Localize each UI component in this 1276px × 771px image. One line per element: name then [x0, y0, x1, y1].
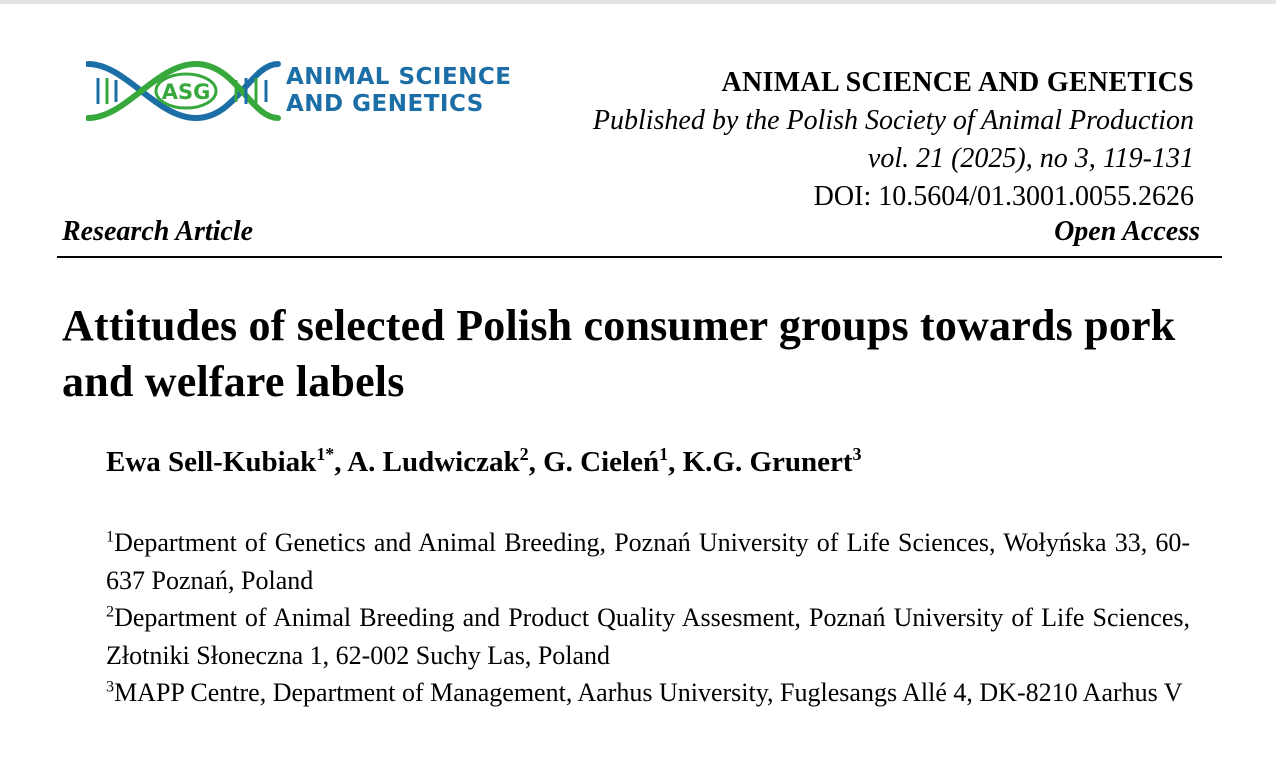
open-access-label: Open Access [1054, 216, 1200, 247]
article-type: Research Article [62, 216, 254, 247]
author-affiliation-mark: 1 [659, 444, 669, 465]
dna-helix-logo-icon: ASG [86, 60, 281, 122]
doi-line: DOI: 10.5604/01.3001.0055.2626 [813, 181, 1194, 212]
author-2: A. Ludwiczak2, [347, 444, 544, 478]
author-name: A. Ludwiczak [347, 446, 520, 478]
affiliation-text: Department of Animal Breeding and Produc… [106, 603, 1190, 670]
author-1: Ewa Sell-Kubiak1*, [106, 444, 348, 478]
header-divider [57, 256, 1222, 258]
volume-line: vol. 21 (2025), no 3, 119-131 [867, 143, 1194, 174]
author-name: G. Cieleń [543, 446, 660, 478]
affiliation-list: 1Department of Genetics and Animal Breed… [106, 524, 1190, 712]
author-affiliation-mark: 2 [519, 444, 529, 465]
journal-logo: ASG ANIMAL SCIENCE AND GENETICS [86, 56, 526, 126]
affiliation-2: 2Department of Animal Breeding and Produ… [106, 599, 1190, 674]
article-title: Attitudes of selected Polish consumer gr… [62, 301, 1176, 406]
affiliation-number: 1 [106, 528, 115, 546]
journal-name: ANIMAL SCIENCE AND GENETICS [721, 67, 1194, 98]
logo-line-1: ANIMAL SCIENCE [286, 64, 512, 90]
top-border [0, 0, 1276, 4]
author-3: G. Cieleń1, [543, 444, 683, 478]
affiliation-3: 3MAPP Centre, Department of Management, … [106, 674, 1190, 712]
logo-mark-text: ASG [162, 80, 211, 104]
logo-wordmark: ANIMAL SCIENCE AND GENETICS [286, 64, 512, 118]
author-name: Ewa Sell-Kubiak [106, 446, 317, 478]
author-4: K.G. Grunert3 [682, 444, 862, 478]
author-affiliation-mark: 1* [316, 444, 335, 465]
affiliation-text: Department of Genetics and Animal Breedi… [106, 528, 1190, 595]
author-affiliation-mark: 3 [852, 444, 862, 465]
affiliation-1: 1Department of Genetics and Animal Breed… [106, 524, 1190, 599]
affiliation-number: 3 [106, 678, 115, 696]
author-list: Ewa Sell-Kubiak1*, A. Ludwiczak2, G. Cie… [106, 444, 862, 479]
journal-info: ANIMAL SCIENCE AND GENETICS Published by… [593, 64, 1194, 216]
author-name: K.G. Grunert [682, 446, 853, 478]
affiliation-number: 2 [106, 603, 115, 621]
affiliation-text: MAPP Centre, Department of Management, A… [114, 678, 1183, 707]
logo-line-2: AND GENETICS [286, 91, 484, 117]
publisher-line: Published by the Polish Society of Anima… [592, 105, 1194, 136]
